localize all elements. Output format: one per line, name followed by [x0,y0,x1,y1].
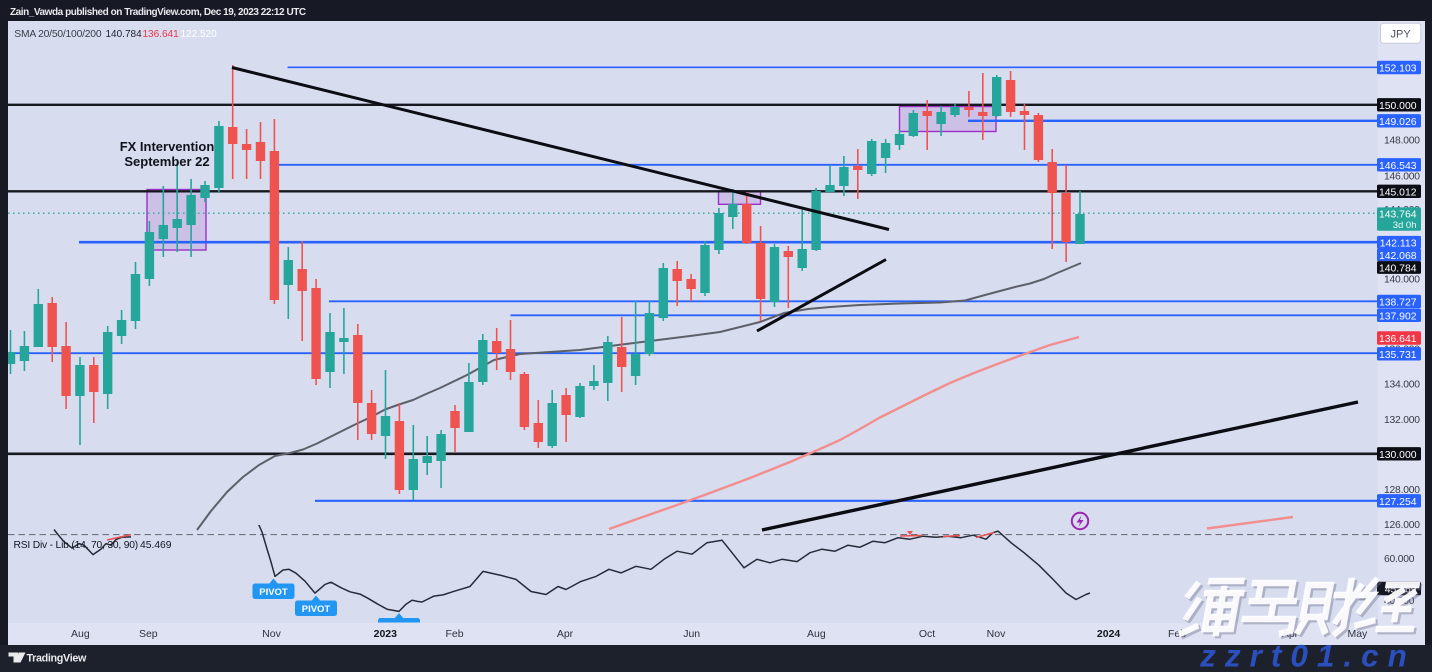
svg-text:45.469: 45.469 [140,540,172,551]
svg-text:Aug: Aug [807,628,826,640]
svg-text:Zain_Vawda published on Tradin: Zain_Vawda published on TradingView.com,… [10,7,306,18]
svg-text:TradingView: TradingView [27,653,88,665]
svg-text:PIVOT: PIVOT [259,587,288,598]
svg-text:146.000: 146.000 [1384,172,1420,183]
svg-text:Oct: Oct [919,628,935,640]
svg-text:2023: 2023 [374,628,398,640]
svg-text:PIVOT: PIVOT [302,604,331,615]
svg-text:136.641: 136.641 [143,29,180,40]
svg-text:122.520: 122.520 [181,29,218,40]
svg-text:Nov: Nov [987,628,1006,640]
svg-text:149.026: 149.026 [1379,117,1417,128]
svg-text:140.000: 140.000 [1384,275,1420,286]
svg-text:Sep: Sep [139,628,158,640]
svg-text:143.764: 143.764 [1379,210,1417,221]
svg-text:September 22: September 22 [124,154,209,169]
svg-text:142.068: 142.068 [1379,251,1417,262]
svg-text:145.012: 145.012 [1379,187,1417,198]
svg-text:126.000: 126.000 [1384,520,1420,531]
svg-text:zzrt01.cn: zzrt01.cn [1199,638,1416,672]
svg-text:Aug: Aug [71,628,90,640]
svg-text:136.641: 136.641 [1379,334,1417,345]
svg-text:60.000: 60.000 [1384,554,1415,565]
svg-text:152.103: 152.103 [1379,64,1417,75]
svg-text:130.000: 130.000 [1379,450,1417,461]
svg-text:RSI Div - Lib (14, 70, 30, 90): RSI Div - Lib (14, 70, 30, 90) [14,540,139,551]
svg-text:3d 0h: 3d 0h [1393,220,1417,231]
svg-text:127.254: 127.254 [1379,497,1417,508]
svg-text:Jun: Jun [683,628,700,640]
svg-text:138.727: 138.727 [1379,298,1417,309]
svg-text:146.543: 146.543 [1379,161,1417,172]
svg-text:2024: 2024 [1097,628,1121,640]
svg-text:140.784: 140.784 [106,29,143,40]
svg-text:May: May [1347,628,1368,640]
svg-text:134.000: 134.000 [1384,379,1420,390]
svg-text:140.784: 140.784 [1379,264,1417,275]
svg-text:PIVOT: PIVOT [385,622,414,633]
svg-text:FX Intervention: FX Intervention [120,139,215,154]
svg-text:SMA 20/50/100/200: SMA 20/50/100/200 [14,29,102,40]
svg-text:128.000: 128.000 [1384,485,1420,496]
svg-text:150.000: 150.000 [1379,101,1417,112]
svg-text:137.902: 137.902 [1379,311,1417,322]
svg-text:148.000: 148.000 [1384,135,1420,146]
svg-text:132.000: 132.000 [1384,415,1420,426]
svg-text:135.731: 135.731 [1379,350,1417,361]
svg-text:Apr: Apr [557,628,574,640]
svg-text:JPY: JPY [1391,28,1412,40]
svg-text:Feb: Feb [445,628,463,640]
svg-text:142.113: 142.113 [1380,238,1417,249]
svg-text:Nov: Nov [262,628,281,640]
